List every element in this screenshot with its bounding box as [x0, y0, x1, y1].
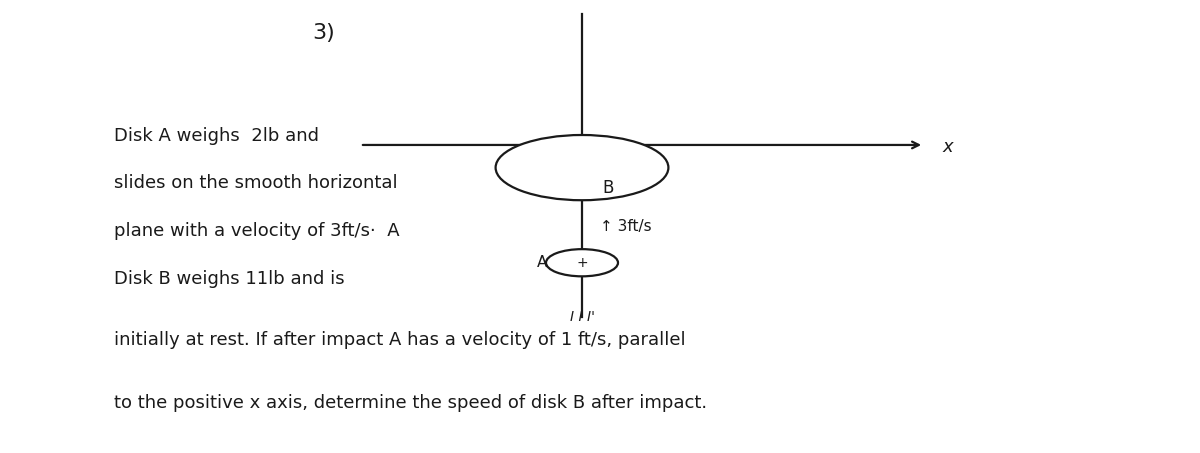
Text: +: +	[576, 256, 588, 270]
Text: 3): 3)	[313, 23, 335, 43]
Text: I I I': I I I'	[570, 310, 594, 324]
Text: Disk B weighs 11lb and is: Disk B weighs 11lb and is	[114, 270, 344, 288]
Text: initially at rest. If after impact A has a velocity of 1 ft/s, parallel: initially at rest. If after impact A has…	[114, 331, 685, 349]
Text: to the positive x axis, determine the speed of disk B after impact.: to the positive x axis, determine the sp…	[114, 394, 707, 412]
Circle shape	[496, 135, 668, 200]
Text: ↑ 3ft/s: ↑ 3ft/s	[600, 219, 652, 234]
Text: x: x	[942, 138, 953, 156]
Text: plane with a velocity of 3ft/s·  A: plane with a velocity of 3ft/s· A	[114, 222, 400, 240]
Text: Disk A weighs  2lb and: Disk A weighs 2lb and	[114, 127, 319, 145]
Text: slides on the smooth horizontal: slides on the smooth horizontal	[114, 174, 397, 193]
Circle shape	[546, 249, 618, 276]
Text: B: B	[602, 179, 613, 197]
Text: A: A	[536, 255, 547, 270]
